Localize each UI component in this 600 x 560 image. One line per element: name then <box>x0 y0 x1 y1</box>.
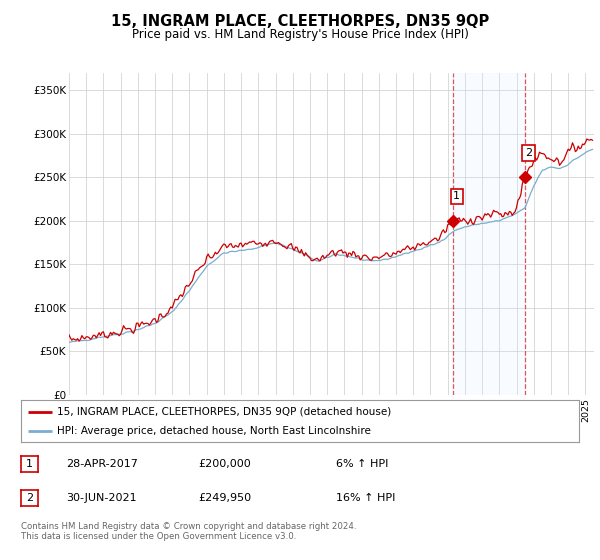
Text: 1: 1 <box>26 459 33 469</box>
Text: 15, INGRAM PLACE, CLEETHORPES, DN35 9QP (detached house): 15, INGRAM PLACE, CLEETHORPES, DN35 9QP … <box>57 407 392 417</box>
Text: £249,950: £249,950 <box>198 493 251 503</box>
Text: 16% ↑ HPI: 16% ↑ HPI <box>336 493 395 503</box>
Text: 6% ↑ HPI: 6% ↑ HPI <box>336 459 388 469</box>
Text: 2: 2 <box>26 493 33 503</box>
Text: 15, INGRAM PLACE, CLEETHORPES, DN35 9QP: 15, INGRAM PLACE, CLEETHORPES, DN35 9QP <box>111 14 489 29</box>
Text: £200,000: £200,000 <box>198 459 251 469</box>
Text: Contains HM Land Registry data © Crown copyright and database right 2024.
This d: Contains HM Land Registry data © Crown c… <box>21 522 356 542</box>
Text: HPI: Average price, detached house, North East Lincolnshire: HPI: Average price, detached house, Nort… <box>57 426 371 436</box>
Text: 28-APR-2017: 28-APR-2017 <box>66 459 138 469</box>
Text: Price paid vs. HM Land Registry's House Price Index (HPI): Price paid vs. HM Land Registry's House … <box>131 28 469 41</box>
Text: 1: 1 <box>454 192 460 202</box>
Text: 30-JUN-2021: 30-JUN-2021 <box>66 493 137 503</box>
Text: 2: 2 <box>525 148 532 158</box>
Bar <box>454 73 525 395</box>
